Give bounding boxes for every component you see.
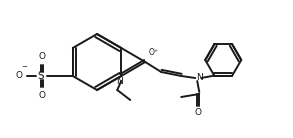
Text: −: − [21,64,27,70]
Text: O⁺: O⁺ [148,48,158,57]
Text: O: O [195,108,202,117]
Text: O: O [38,52,45,61]
Text: O: O [16,71,23,80]
Text: O: O [38,91,45,100]
Text: S: S [38,71,44,81]
Text: N: N [116,77,123,86]
Text: N: N [196,74,203,83]
